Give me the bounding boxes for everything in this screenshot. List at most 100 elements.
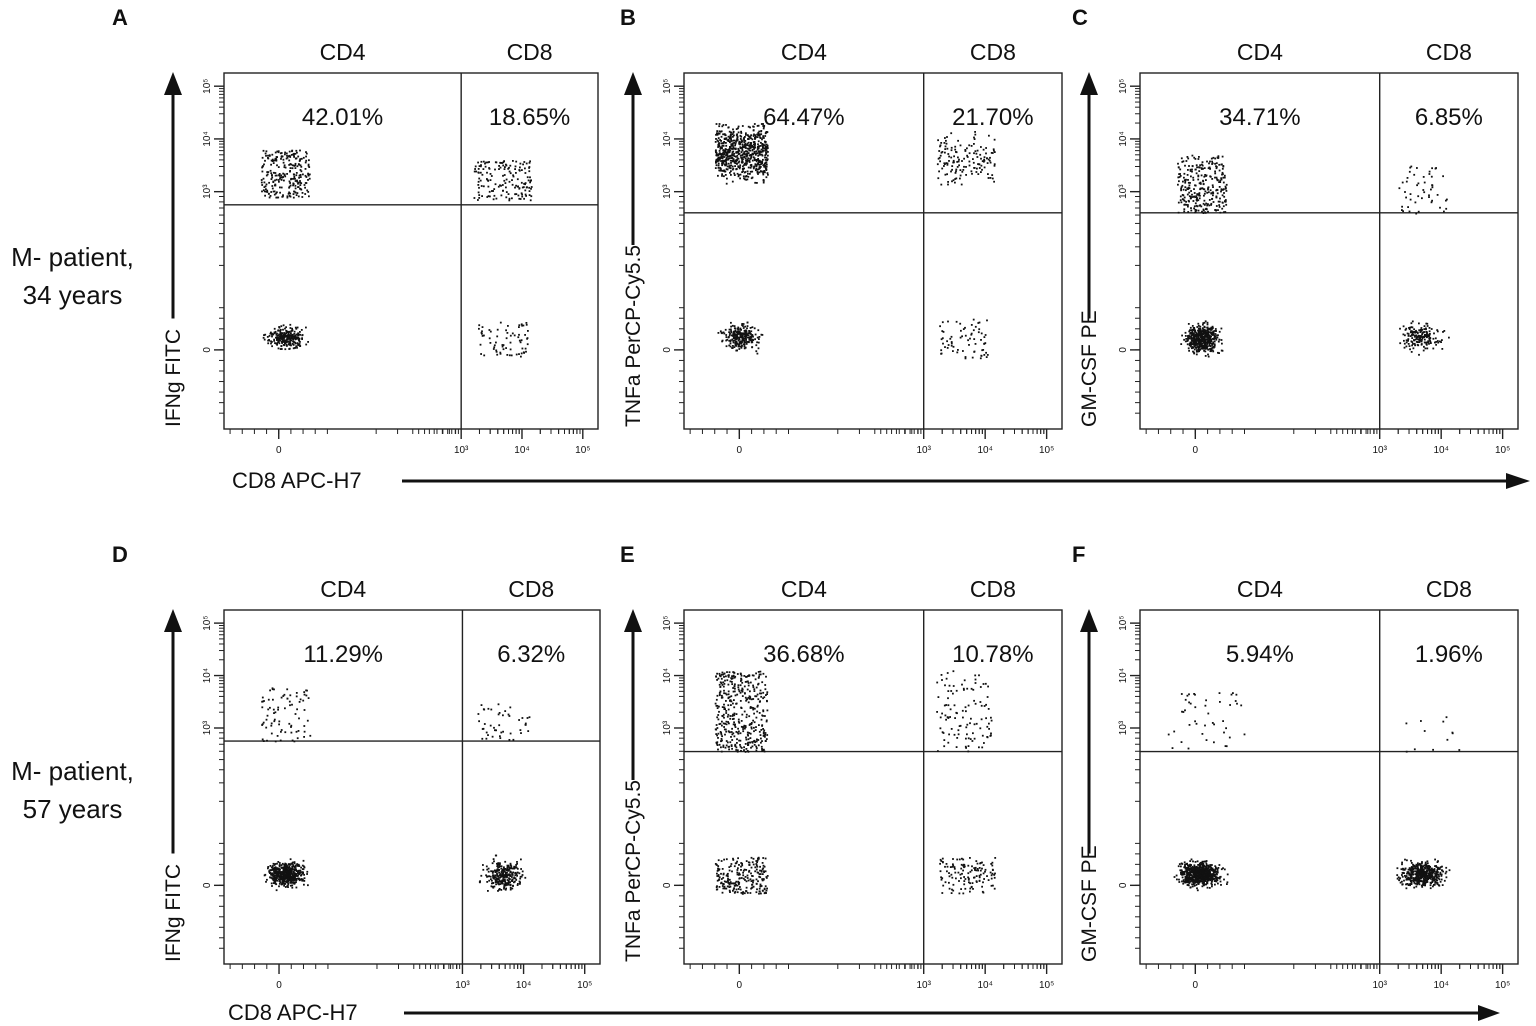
event-dot [502, 189, 504, 192]
event-dot [1426, 347, 1429, 350]
event-dot [296, 334, 299, 336]
event-dot [723, 683, 726, 685]
event-dot [278, 862, 281, 864]
event-dot [722, 331, 725, 334]
event-dot [747, 138, 750, 140]
event-dot [1200, 342, 1202, 344]
event-dot [282, 158, 285, 161]
event-dot [519, 729, 522, 731]
event-dot [729, 699, 732, 702]
event-dot [744, 336, 747, 338]
event-dot [721, 694, 723, 697]
event-dot [1194, 342, 1196, 345]
event-dot [264, 185, 267, 188]
event-dot [746, 158, 749, 161]
event-dot [1207, 339, 1209, 342]
event-dot [501, 344, 504, 346]
event-dot [1185, 200, 1187, 203]
event-dot [282, 172, 285, 175]
event-dot [737, 718, 740, 721]
event-dot [1211, 344, 1214, 346]
event-dot [973, 138, 976, 140]
event-dot [729, 680, 732, 683]
event-dot [738, 343, 741, 345]
event-dot [747, 125, 750, 128]
event-dot [1204, 320, 1207, 323]
event-dot [291, 703, 293, 706]
event-dot [744, 142, 747, 145]
event-dot [489, 173, 492, 175]
event-dot [1198, 197, 1201, 200]
event-dot [762, 697, 764, 700]
event-dot [303, 877, 306, 880]
event-dot [1197, 175, 1200, 178]
event-dot [739, 327, 742, 330]
event-dot [752, 719, 754, 722]
y-tick-label: 0 [662, 347, 673, 353]
event-dot [1183, 338, 1185, 341]
event-dot [513, 877, 515, 880]
event-dot [277, 334, 280, 337]
event-dot [269, 195, 272, 197]
event-dot [734, 862, 737, 865]
event-dot [487, 734, 489, 736]
event-dot [993, 149, 995, 152]
event-dot [265, 150, 268, 153]
event-dot [737, 151, 740, 153]
event-dot [522, 324, 525, 327]
event-dot [980, 339, 982, 341]
event-dot [957, 156, 959, 159]
event-dot [278, 879, 281, 882]
event-dot [765, 694, 767, 696]
event-dot [530, 195, 533, 198]
event-dot [746, 162, 748, 165]
event-dot [498, 874, 501, 876]
event-dot [750, 134, 752, 137]
event-dot [1211, 325, 1214, 328]
event-dot [735, 141, 737, 143]
event-dot [500, 865, 503, 868]
event-dot [1180, 186, 1183, 188]
event-dot [960, 183, 963, 186]
event-dot [716, 744, 719, 746]
event-dot [754, 134, 757, 137]
event-dot [286, 331, 288, 334]
event-dot [516, 185, 519, 188]
event-dot [307, 163, 310, 166]
event-dot [270, 869, 273, 872]
event-dot [502, 174, 504, 177]
event-dot [764, 159, 767, 161]
event-dot [765, 675, 767, 678]
y-tick-label: 0 [1118, 347, 1129, 353]
event-dot [1192, 337, 1194, 339]
event-dot [766, 709, 769, 712]
event-dot [951, 180, 953, 183]
event-dot [750, 155, 753, 158]
event-dot [1208, 204, 1211, 207]
event-dot [480, 185, 483, 187]
event-dot [283, 863, 286, 866]
event-dot [733, 134, 735, 137]
event-dot [725, 137, 728, 140]
event-dot [743, 155, 746, 158]
event-dot [1218, 163, 1221, 166]
event-dot [720, 331, 723, 334]
event-dot [751, 170, 754, 173]
event-dot [1198, 344, 1201, 346]
event-dot [517, 883, 519, 885]
event-dot [281, 878, 284, 881]
event-dot [748, 338, 751, 341]
event-dot [282, 868, 285, 871]
event-dot [763, 137, 765, 139]
event-dot [720, 673, 723, 676]
event-dot [755, 747, 758, 749]
event-dot [280, 867, 283, 869]
event-dot [971, 172, 973, 175]
event-dot [735, 159, 737, 162]
event-dot [285, 329, 288, 332]
event-dot [1213, 344, 1216, 346]
event-dot [718, 169, 721, 172]
event-dot [509, 341, 512, 344]
event-dot [742, 145, 745, 148]
event-dot [266, 714, 269, 717]
